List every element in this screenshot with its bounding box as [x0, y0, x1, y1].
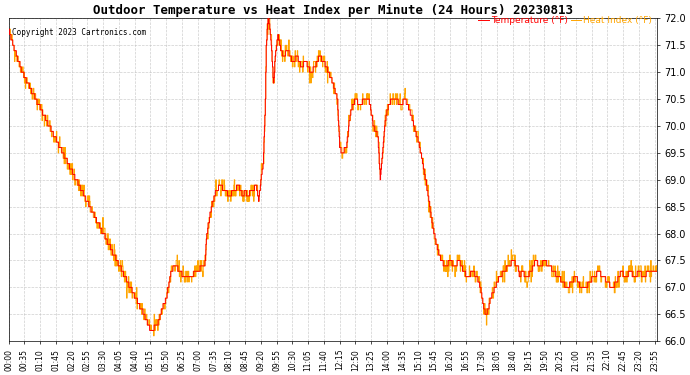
Temperature (°F) — [5, 27, 13, 32]
Line: Heat Index (°F): Heat Index (°F) — [9, 18, 657, 330]
Line: Temperature (°F): Temperature (°F) — [9, 18, 657, 336]
Temperature (°F) — [435, 248, 443, 252]
Temperature (°F) — [653, 264, 661, 268]
Heat Index (°F) — [519, 269, 527, 273]
Temperature (°F) — [519, 269, 527, 273]
Heat Index (°F) — [435, 253, 443, 257]
Heat Index (°F) — [653, 269, 661, 273]
Temperature (°F) — [221, 194, 230, 198]
Heat Index (°F) — [5, 27, 13, 32]
Heat Index (°F) — [133, 296, 141, 300]
Title: Outdoor Temperature vs Heat Index per Minute (24 Hours) 20230813: Outdoor Temperature vs Heat Index per Mi… — [92, 4, 573, 17]
Temperature (°F) — [264, 16, 272, 21]
Temperature (°F) — [150, 334, 158, 338]
Legend: Temperature (°F), Heat Index (°F): Temperature (°F), Heat Index (°F) — [478, 16, 652, 26]
Temperature (°F) — [576, 280, 584, 284]
Temperature (°F) — [133, 307, 141, 311]
Heat Index (°F) — [146, 328, 154, 333]
Text: Copyright 2023 Cartronics.com: Copyright 2023 Cartronics.com — [12, 28, 146, 37]
Heat Index (°F) — [264, 16, 272, 21]
Heat Index (°F) — [221, 188, 230, 193]
Heat Index (°F) — [576, 285, 584, 290]
Heat Index (°F) — [149, 328, 157, 333]
Temperature (°F) — [148, 328, 157, 333]
